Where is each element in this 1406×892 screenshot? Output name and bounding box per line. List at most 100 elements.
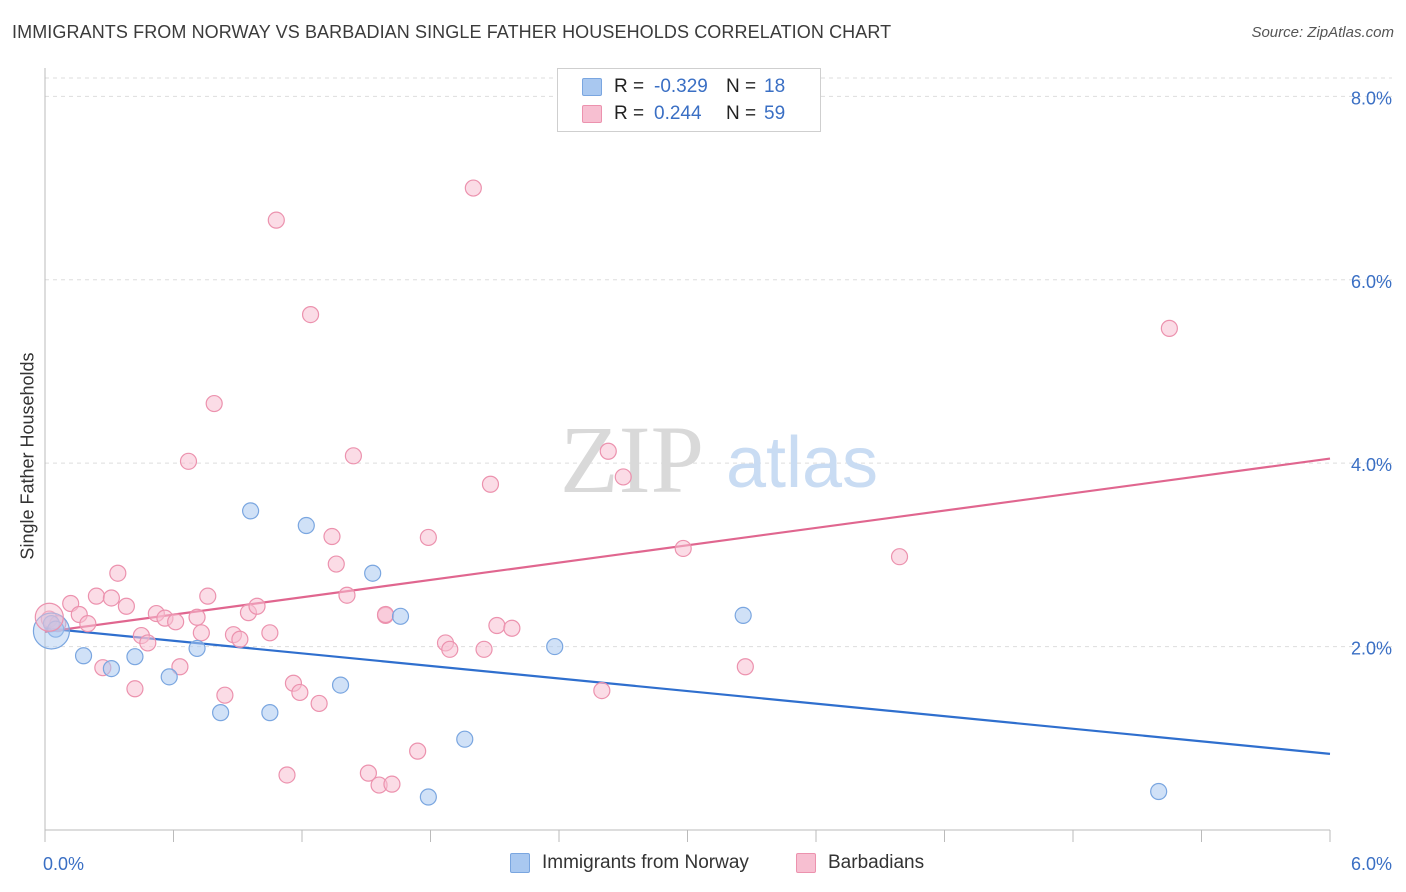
point-barbadians bbox=[323, 527, 341, 546]
legend-r-value: -0.329 bbox=[654, 76, 708, 97]
legend-swatch-barbadians bbox=[582, 105, 602, 123]
legend-swatch-barbadians bbox=[796, 853, 816, 873]
point-norway bbox=[102, 659, 120, 678]
point-norway bbox=[126, 648, 144, 666]
point-norway bbox=[546, 637, 564, 656]
point-barbadians bbox=[188, 608, 206, 626]
y-tick-label: 2.0% bbox=[1351, 639, 1392, 659]
point-barbadians bbox=[291, 683, 309, 702]
point-barbadians bbox=[599, 442, 617, 460]
point-barbadians bbox=[481, 475, 500, 493]
legend-r-label: R = bbox=[614, 76, 645, 97]
point-barbadians bbox=[126, 680, 144, 698]
axes bbox=[44, 68, 1331, 842]
point-barbadians bbox=[109, 564, 127, 582]
point-norway bbox=[391, 607, 410, 625]
point-barbadians bbox=[503, 619, 521, 637]
point-barbadians bbox=[267, 211, 285, 229]
point-barbadians bbox=[216, 686, 234, 704]
legend-label-barbadians: Barbadians bbox=[828, 852, 925, 873]
data-points bbox=[32, 179, 1178, 806]
legend-swatch-norway bbox=[582, 78, 602, 96]
point-norway bbox=[242, 502, 260, 520]
point-norway bbox=[419, 788, 437, 806]
point-barbadians bbox=[278, 766, 296, 784]
point-barbadians bbox=[192, 624, 210, 642]
legend-n-value: 59 bbox=[764, 103, 786, 124]
point-norway bbox=[364, 564, 382, 582]
point-norway bbox=[734, 606, 752, 625]
point-barbadians bbox=[167, 613, 185, 631]
gridlines bbox=[45, 77, 1392, 648]
point-barbadians bbox=[409, 742, 427, 760]
point-norway bbox=[297, 516, 315, 535]
point-barbadians bbox=[327, 555, 345, 573]
legend-r-label: R = bbox=[614, 103, 645, 124]
legend-row-barbadians: R = 0.244 N = 59 bbox=[582, 102, 785, 126]
point-barbadians bbox=[736, 658, 754, 676]
point-barbadians bbox=[310, 694, 328, 713]
x-tick-label: 0.0% bbox=[43, 854, 84, 874]
y-tick-label: 4.0% bbox=[1351, 455, 1392, 475]
x-tick-label: 6.0% bbox=[1351, 854, 1392, 874]
y-axis-label: Single Father Households bbox=[17, 352, 38, 560]
point-barbadians bbox=[205, 394, 223, 413]
point-barbadians-large bbox=[34, 602, 64, 632]
point-norway bbox=[74, 647, 93, 665]
point-barbadians bbox=[171, 658, 189, 676]
point-norway bbox=[261, 704, 279, 722]
point-barbadians bbox=[231, 630, 249, 648]
point-barbadians bbox=[464, 179, 482, 197]
legend-row-norway: R = -0.329 N = 18 bbox=[582, 75, 785, 99]
point-norway bbox=[188, 639, 206, 658]
chart-title: IMMIGRANTS FROM NORWAY VS BARBADIAN SING… bbox=[12, 22, 892, 42]
tick-labels: 2.0% 4.0% 6.0% 8.0% 0.0% 6.0% bbox=[43, 88, 1392, 874]
series-legend: Immigrants from Norway Barbadians bbox=[0, 852, 1406, 878]
legend-n-value: 18 bbox=[764, 76, 786, 97]
point-barbadians bbox=[1160, 319, 1178, 337]
point-barbadians bbox=[441, 640, 459, 658]
point-norway bbox=[331, 676, 350, 694]
point-barbadians bbox=[419, 528, 437, 547]
point-barbadians bbox=[117, 597, 135, 615]
watermark: ZIP atlas bbox=[560, 406, 878, 513]
point-barbadians bbox=[890, 548, 909, 566]
point-barbadians bbox=[344, 447, 362, 465]
legend-swatch-norway bbox=[510, 853, 530, 873]
legend-r-value: 0.244 bbox=[654, 103, 702, 124]
point-barbadians bbox=[261, 624, 279, 642]
point-barbadians bbox=[301, 306, 320, 324]
point-barbadians bbox=[79, 615, 97, 633]
point-barbadians bbox=[139, 634, 157, 652]
legend-item-barbadians[interactable]: Barbadians bbox=[796, 852, 924, 874]
trend-line-norway bbox=[44, 627, 1331, 755]
point-barbadians bbox=[179, 452, 198, 470]
y-tick-label: 8.0% bbox=[1351, 88, 1392, 108]
point-barbadians bbox=[383, 775, 401, 793]
watermark-zip: ZIP bbox=[560, 406, 704, 513]
legend-n-label: N = bbox=[726, 76, 757, 97]
legend-label-norway: Immigrants from Norway bbox=[542, 852, 749, 873]
watermark-atlas: atlas bbox=[726, 423, 878, 503]
legend-item-norway[interactable]: Immigrants from Norway bbox=[510, 852, 749, 874]
point-norway bbox=[456, 730, 474, 748]
y-tick-label: 6.0% bbox=[1351, 272, 1392, 292]
point-barbadians bbox=[87, 587, 106, 605]
point-barbadians bbox=[248, 597, 266, 615]
point-barbadians bbox=[102, 589, 120, 607]
chart-source: Source: ZipAtlas.com bbox=[1251, 24, 1394, 41]
point-barbadians bbox=[338, 586, 356, 604]
point-barbadians bbox=[199, 587, 217, 605]
point-barbadians bbox=[488, 616, 506, 635]
point-norway bbox=[1150, 782, 1168, 801]
point-norway bbox=[212, 704, 230, 722]
legend-n-label: N = bbox=[726, 103, 757, 124]
point-barbadians bbox=[359, 764, 377, 782]
correlation-legend: R = -0.329 N = 18 R = 0.244 N = 59 bbox=[557, 68, 821, 132]
point-barbadians bbox=[614, 468, 632, 486]
point-barbadians bbox=[674, 539, 692, 558]
point-barbadians bbox=[376, 605, 395, 624]
point-barbadians bbox=[593, 682, 611, 700]
point-norway bbox=[160, 668, 178, 686]
